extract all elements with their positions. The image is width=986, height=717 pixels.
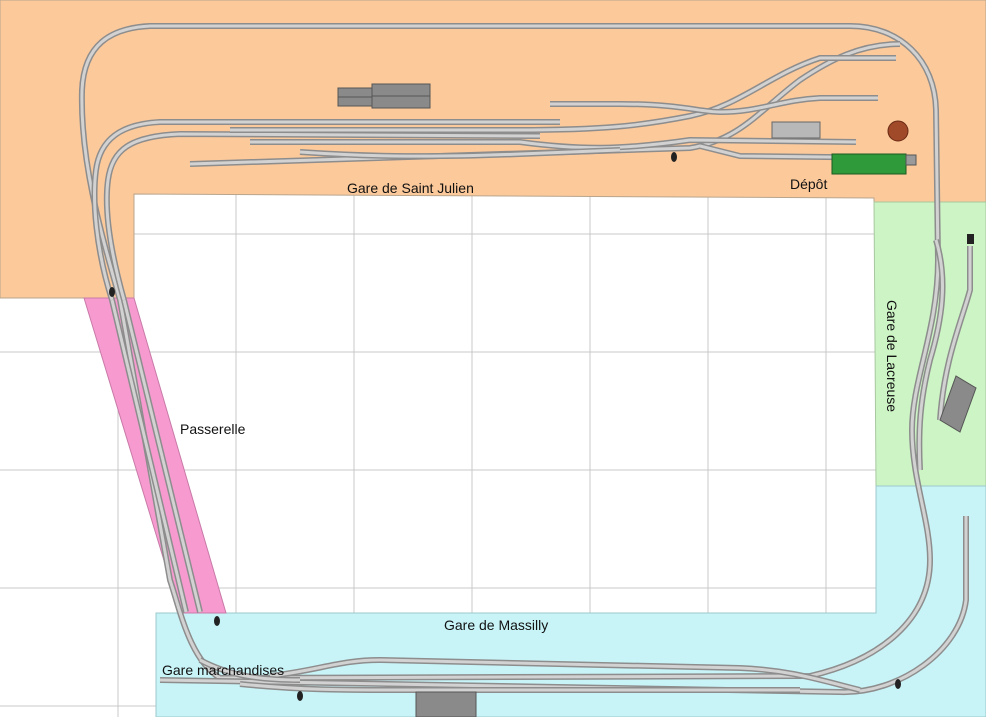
massilly-tracks: [159, 516, 969, 696]
signal-markers: [109, 152, 974, 701]
label-gare-marchandises: Gare marchandises: [162, 662, 285, 678]
label-gare-lacreuse: Gare de Lacreuse: [884, 300, 900, 413]
label-gare-saint-julien: Gare de Saint Julien: [347, 180, 474, 196]
main-loop-track: [78, 23, 942, 682]
station-building-saint-julien: [337, 83, 431, 109]
zone-saint-julien: [0, 0, 986, 299]
zone-passerelle: [83, 297, 227, 614]
depot-buildings: [771, 120, 917, 175]
saint-julien-tracks: [189, 41, 907, 167]
label-depot: Dépôt: [790, 176, 828, 192]
passerelle-tracks: [91, 119, 560, 613]
station-building-lacreuse: [939, 375, 977, 433]
station-building-massilly: [415, 691, 477, 717]
label-passerelle: Passerelle: [180, 421, 246, 437]
lacreuse-tracks: [916, 239, 973, 471]
label-gare-massilly: Gare de Massilly: [444, 617, 549, 633]
